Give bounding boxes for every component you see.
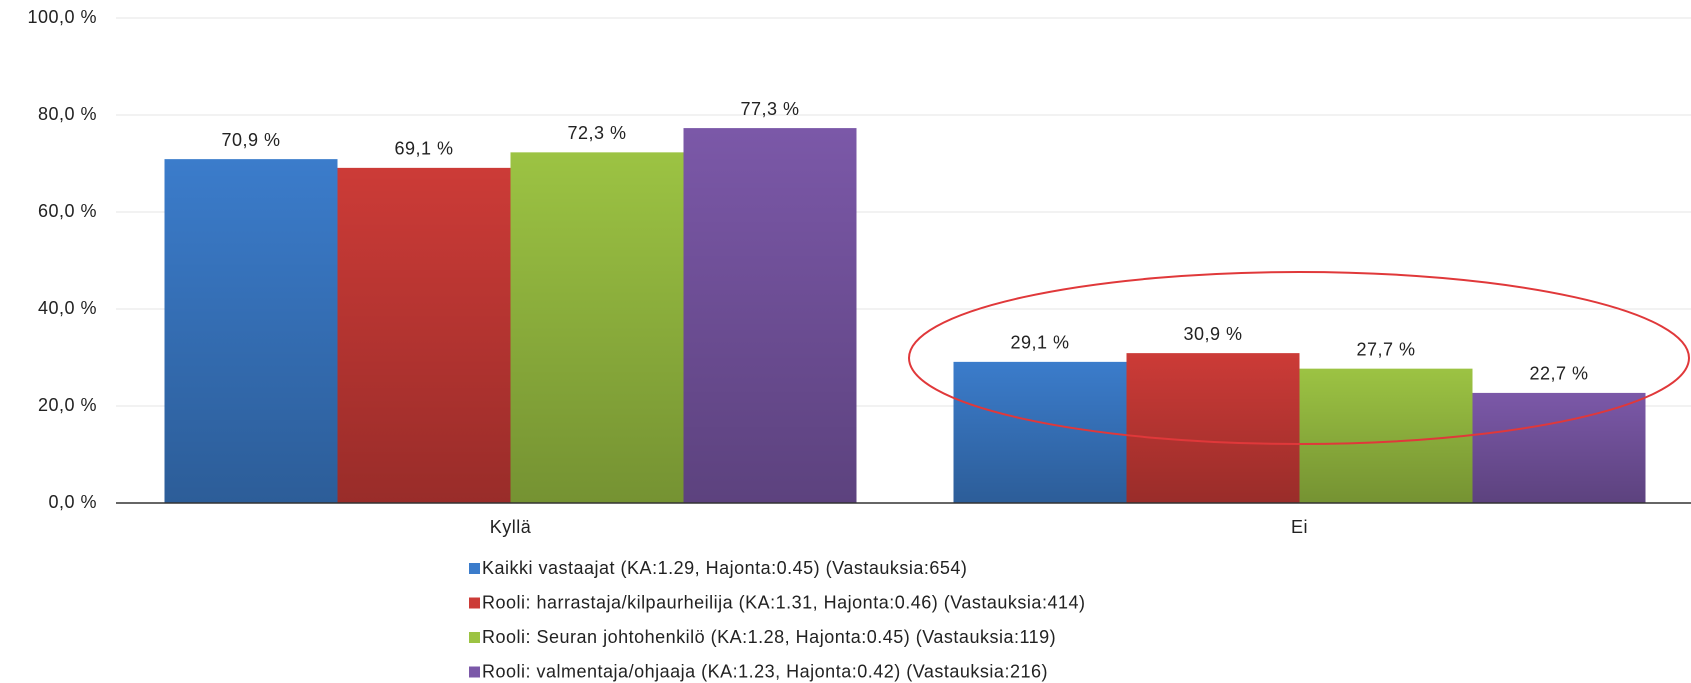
value-label: 29,1 % [1010, 333, 1069, 353]
legend-swatch [469, 666, 480, 678]
value-label: 27,7 % [1356, 339, 1415, 359]
bar [1126, 353, 1300, 503]
legend-label: Rooli: valmentaja/ohjaaja (KA:1.23, Hajo… [482, 661, 1048, 681]
legend-label: Rooli: harrastaja/kilpaurheilija (KA:1.3… [482, 592, 1085, 612]
x-tick-label: Ei [1291, 517, 1308, 537]
bar [1472, 392, 1646, 503]
value-label: 30,9 % [1183, 324, 1242, 344]
value-label: 70,9 % [221, 130, 280, 150]
y-tick-label: 100,0 % [27, 7, 97, 27]
legend-label: Rooli: Seuran johtohenkilö (KA:1.28, Haj… [482, 627, 1056, 647]
y-tick-label: 20,0 % [38, 395, 97, 415]
legend-swatch [469, 597, 480, 609]
value-label: 72,3 % [567, 123, 626, 143]
value-label: 22,7 % [1529, 364, 1588, 384]
y-tick-label: 60,0 % [38, 201, 97, 221]
legend-label: Kaikki vastaajat (KA:1.29, Hajonta:0.45)… [482, 558, 967, 578]
y-tick-label: 80,0 % [38, 104, 97, 124]
legend-swatch [469, 632, 480, 643]
bar [683, 128, 857, 503]
x-tick-label: Kyllä [490, 517, 532, 537]
highlight-ellipse [908, 271, 1690, 445]
y-tick-label: 0,0 % [48, 492, 97, 512]
y-tick-label: 40,0 % [38, 298, 97, 318]
bar [1299, 368, 1473, 503]
bars [164, 128, 1646, 504]
bar [164, 159, 338, 503]
bar [337, 167, 511, 504]
value-label: 77,3 % [740, 99, 799, 119]
value-label: 69,1 % [394, 139, 453, 159]
bar [510, 152, 684, 503]
legend-swatch [469, 563, 480, 574]
